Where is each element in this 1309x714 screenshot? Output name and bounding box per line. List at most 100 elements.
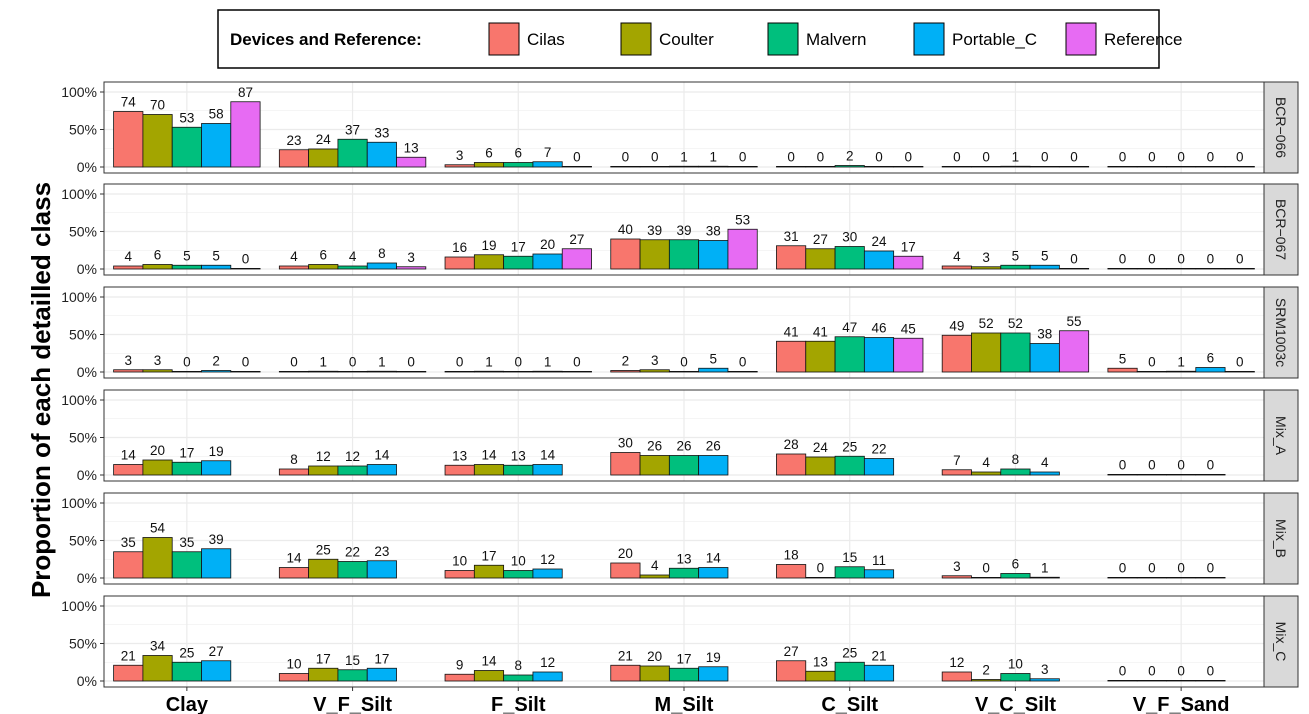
data-label: 1 [710,149,718,164]
bar-reference-m_silt [727,228,758,270]
bar-portable_c-v_f_sand [1195,267,1226,270]
data-label: 10 [511,554,526,569]
bar-cilas-c_silt [776,340,807,373]
bar-malvern-clay [171,370,202,373]
bar-portable_c-v_f_silt [366,262,397,270]
bar-cilas-c_silt [776,453,807,476]
bar-reference-v_c_silt [1058,330,1090,373]
data-label: 17 [179,445,194,460]
bar-reference-v_c_silt [1058,267,1090,270]
data-label: 53 [735,212,750,227]
bar-malvern-f_silt [503,162,534,168]
bar-coulter-v_f_sand [1136,267,1167,270]
data-label: 24 [316,132,332,147]
bar-coulter-c_silt [805,248,836,270]
bar-coulter-clay [142,459,173,476]
data-label: 0 [1070,149,1078,164]
bar-malvern-m_silt [668,370,700,373]
data-label: 39 [676,223,691,238]
y-tick-label: 50% [69,122,97,138]
facet-label: SRM1003c [1273,298,1289,367]
y-tick-label: 50% [69,636,97,652]
legend-entry-malvern: Malvern [806,30,866,49]
bar-coulter-v_f_silt [308,148,339,168]
bar-cilas-v_c_silt [941,165,972,168]
y-tick-label: 0% [77,570,97,586]
bar-reference-f_silt [561,165,592,168]
x-axis: Clay V_F_Silt F_Silt M_Silt C_Silt V_C_Silt V_… [166,687,1229,714]
bar-cilas-clay [113,265,144,270]
bar-cilas-c_silt [776,165,807,168]
data-label: 4 [349,249,357,264]
data-label: 0 [982,560,990,575]
data-label: 8 [378,246,386,261]
facet-label: Mix_B [1273,519,1289,558]
bar-cilas-c_silt [776,564,807,579]
legend-entry-coulter: Coulter [659,30,714,49]
bar-malvern-v_c_silt [1000,573,1031,579]
bar-coulter-m_silt [639,665,670,682]
data-label: 14 [481,654,497,669]
data-label: 0 [1041,149,1049,164]
bar-portable_c-v_f_sand [1195,577,1226,579]
data-label: 0 [1119,251,1127,266]
data-label: 1 [485,354,493,369]
bar-cilas-m_silt [610,165,641,168]
bar-reference-v_f_sand [1224,267,1255,270]
data-label: 22 [871,442,886,457]
data-label: 70 [150,98,165,113]
y-tick-label: 100% [61,392,97,408]
data-label: 0 [982,149,990,164]
bar-malvern-v_f_sand [1166,473,1197,476]
legend-entry-cilas: Cilas [527,30,565,49]
bar-coulter-clay [142,655,173,682]
bar-portable_c-v_f_sand [1195,680,1226,682]
data-label: 2 [212,354,220,369]
y-tick-label: 50% [69,327,97,343]
data-label: 14 [286,551,302,566]
bar-coulter-m_silt [639,455,670,476]
legend-swatch-cilas [488,22,520,56]
bar-coulter-v_c_silt [971,332,1002,373]
bar-coulter-c_silt [805,456,836,476]
data-label: 5 [710,351,718,366]
data-label: 25 [316,542,331,557]
bar-coulter-c_silt [805,340,836,373]
bar-portable_c-v_f_silt [366,464,397,476]
data-label: 0 [1148,560,1156,575]
bar-coulter-v_f_sand [1136,577,1167,579]
data-label: 37 [345,122,360,137]
bar-portable_c-c_silt [863,337,895,373]
y-tick-label: 50% [69,430,97,446]
bar-cilas-m_silt [610,664,641,682]
bar-reference-clay [230,370,261,373]
data-label: 17 [511,239,526,254]
data-label: 8 [1012,452,1020,467]
bar-coulter-clay [142,114,173,168]
data-label: 52 [979,316,994,331]
bar-malvern-m_silt [668,239,700,270]
bar-coulter-f_silt [473,564,505,579]
data-label: 0 [1177,251,1185,266]
data-label: 0 [1177,457,1185,472]
bar-portable_c-f_silt [532,671,563,682]
data-label: 0 [1119,457,1127,472]
bar-portable_c-f_silt [532,253,563,270]
data-label: 3 [124,353,132,368]
bar-coulter-clay [142,264,173,270]
data-label: 0 [1207,560,1215,575]
bar-cilas-clay [113,111,144,168]
data-label: 5 [1041,248,1049,263]
bar-malvern-clay [171,264,202,270]
data-label: 13 [676,551,691,566]
y-tick-label: 100% [61,495,97,511]
bar-coulter-v_f_sand [1136,473,1167,476]
bar-reference-m_silt [727,165,758,168]
bar-coulter-v_c_silt [971,471,1002,476]
data-label: 58 [209,107,224,122]
data-label: 26 [676,439,691,454]
data-label: 10 [286,657,301,672]
bar-reference-f_silt [561,248,592,270]
bar-cilas-v_f_sand [1107,165,1138,168]
data-label: 12 [345,449,360,464]
